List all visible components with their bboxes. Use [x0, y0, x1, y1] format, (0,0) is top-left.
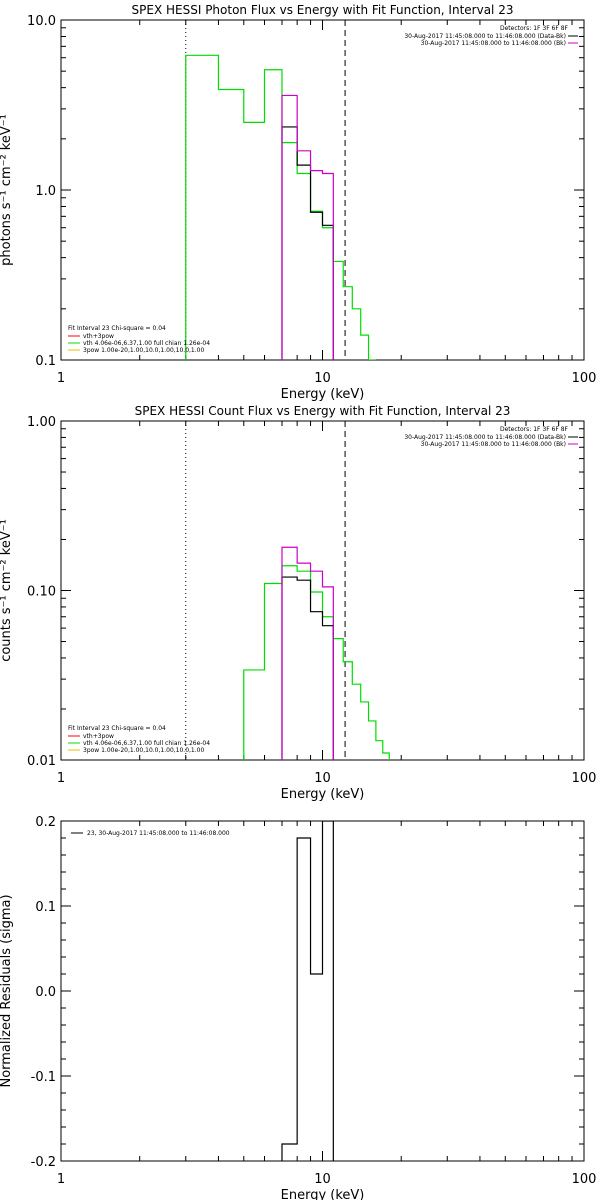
series-group: [243, 546, 390, 760]
chart-panel-1: 1 10 100 0.1 1.0 10.0 SPEX HESSI Photon Flux v…: [0, 3, 596, 402]
y-axis-label: photons s⁻¹ cm⁻² keV⁻¹: [0, 114, 14, 266]
legend-fit-header: Fit Interval 23 Chi-square = 0.04: [68, 325, 166, 332]
series-1-step-line: [281, 821, 334, 1161]
legend-detectors: Detectors: 1F 3F 6F 8F: [500, 25, 569, 32]
x-tick-label: 10: [314, 371, 331, 386]
legend-entry-label: vth+3pow: [83, 333, 114, 340]
y-tick-label: 0.1: [35, 354, 56, 369]
y-tick-label: 0.01: [27, 754, 56, 769]
chart-title: SPEX HESSI Photon Flux vs Energy with Fi…: [132, 3, 514, 17]
x-tick-label: 1: [57, 1172, 65, 1187]
legend-detectors: Detectors: 1F 3F 6F 8F: [500, 426, 569, 433]
y-tick-label: -0.1: [31, 1070, 56, 1085]
x-tick-label: 1: [57, 371, 65, 386]
x-tick-label: 10: [314, 1172, 331, 1187]
series-3-step-line: [281, 94, 334, 360]
series-3-step-line: [281, 546, 334, 760]
series-1-step-line: [243, 565, 390, 760]
legend-entry-label: 23, 30-Aug-2017 11:45:08.000 to 11:46:08…: [87, 830, 230, 837]
plot-frame: [60, 420, 585, 761]
y-axis-label: counts s⁻¹ cm⁻² keV⁻¹: [0, 519, 14, 662]
x-axis-label: Energy (keV): [281, 787, 365, 802]
y-tick-label: 0.0: [35, 985, 56, 1000]
legend-fit-header: Fit Interval 23 Chi-square = 0.04: [68, 725, 166, 732]
series-2-step-line: [281, 126, 334, 360]
x-tick-label: 100: [572, 1172, 597, 1187]
chart-panel-3: 1 10 100 -0.2 -0.1 0.0 0.1 0.2 Energy (keV) Norma…: [0, 815, 597, 1203]
legend-entry-label: 30-Aug-2017 11:45:08.000 to 11:46:08.000…: [421, 40, 566, 47]
series-1-step-line: [185, 54, 376, 360]
plot-frame: [60, 19, 585, 361]
y-tick-label: -0.2: [31, 1155, 56, 1170]
x-tick-label: 10: [314, 771, 331, 786]
legend-entry-label: 30-Aug-2017 11:45:08.000 to 11:46:08.000…: [404, 33, 566, 40]
y-tick-label: 1.0: [35, 184, 56, 199]
legend-entry-label: vth+3pow: [83, 733, 114, 740]
x-tick-label: 100: [572, 771, 597, 786]
y-tick-label: 0.1: [35, 900, 56, 915]
y-tick-label: 0.10: [27, 585, 56, 600]
legend-entry-label: 3pow 1.00e-20,1.00,10.0,1.00,10.0,1.00: [83, 347, 204, 354]
x-tick-label: 1: [57, 771, 65, 786]
series-group: [281, 821, 334, 1161]
legend-entry-label: vth 4.06e-06,6.37,1.00 full chian 1.26e-…: [83, 340, 210, 347]
x-axis-label: Energy (keV): [281, 1188, 365, 1200]
y-axis-label: Normalized Residuals (sigma): [0, 894, 14, 1087]
legend-entry-label: vth 4.06e-06,6.37,1.00 full chian 1.26e-…: [83, 740, 210, 747]
chart-panel-2: 1 10 100 0.01 0.10 1.00 SPEX HESSI Count Flux …: [0, 404, 596, 802]
series-group: [185, 54, 376, 360]
y-tick-label: 0.2: [35, 815, 56, 830]
x-axis-label: Energy (keV): [281, 387, 365, 402]
x-tick-label: 100: [572, 371, 597, 386]
legend-entry-label: 30-Aug-2017 11:45:08.000 to 11:46:08.000…: [421, 441, 566, 448]
y-tick-label: 10.0: [27, 14, 56, 29]
legend-entry-label: 30-Aug-2017 11:45:08.000 to 11:46:08.000…: [404, 434, 566, 441]
legend-entry-label: 3pow 1.00e-20,1.00,10.0,1.00,10.0,1.00: [83, 747, 204, 754]
y-tick-label: 1.00: [27, 415, 56, 430]
series-2-step-line: [281, 576, 334, 760]
chart-title: SPEX HESSI Count Flux vs Energy with Fit…: [135, 404, 511, 418]
